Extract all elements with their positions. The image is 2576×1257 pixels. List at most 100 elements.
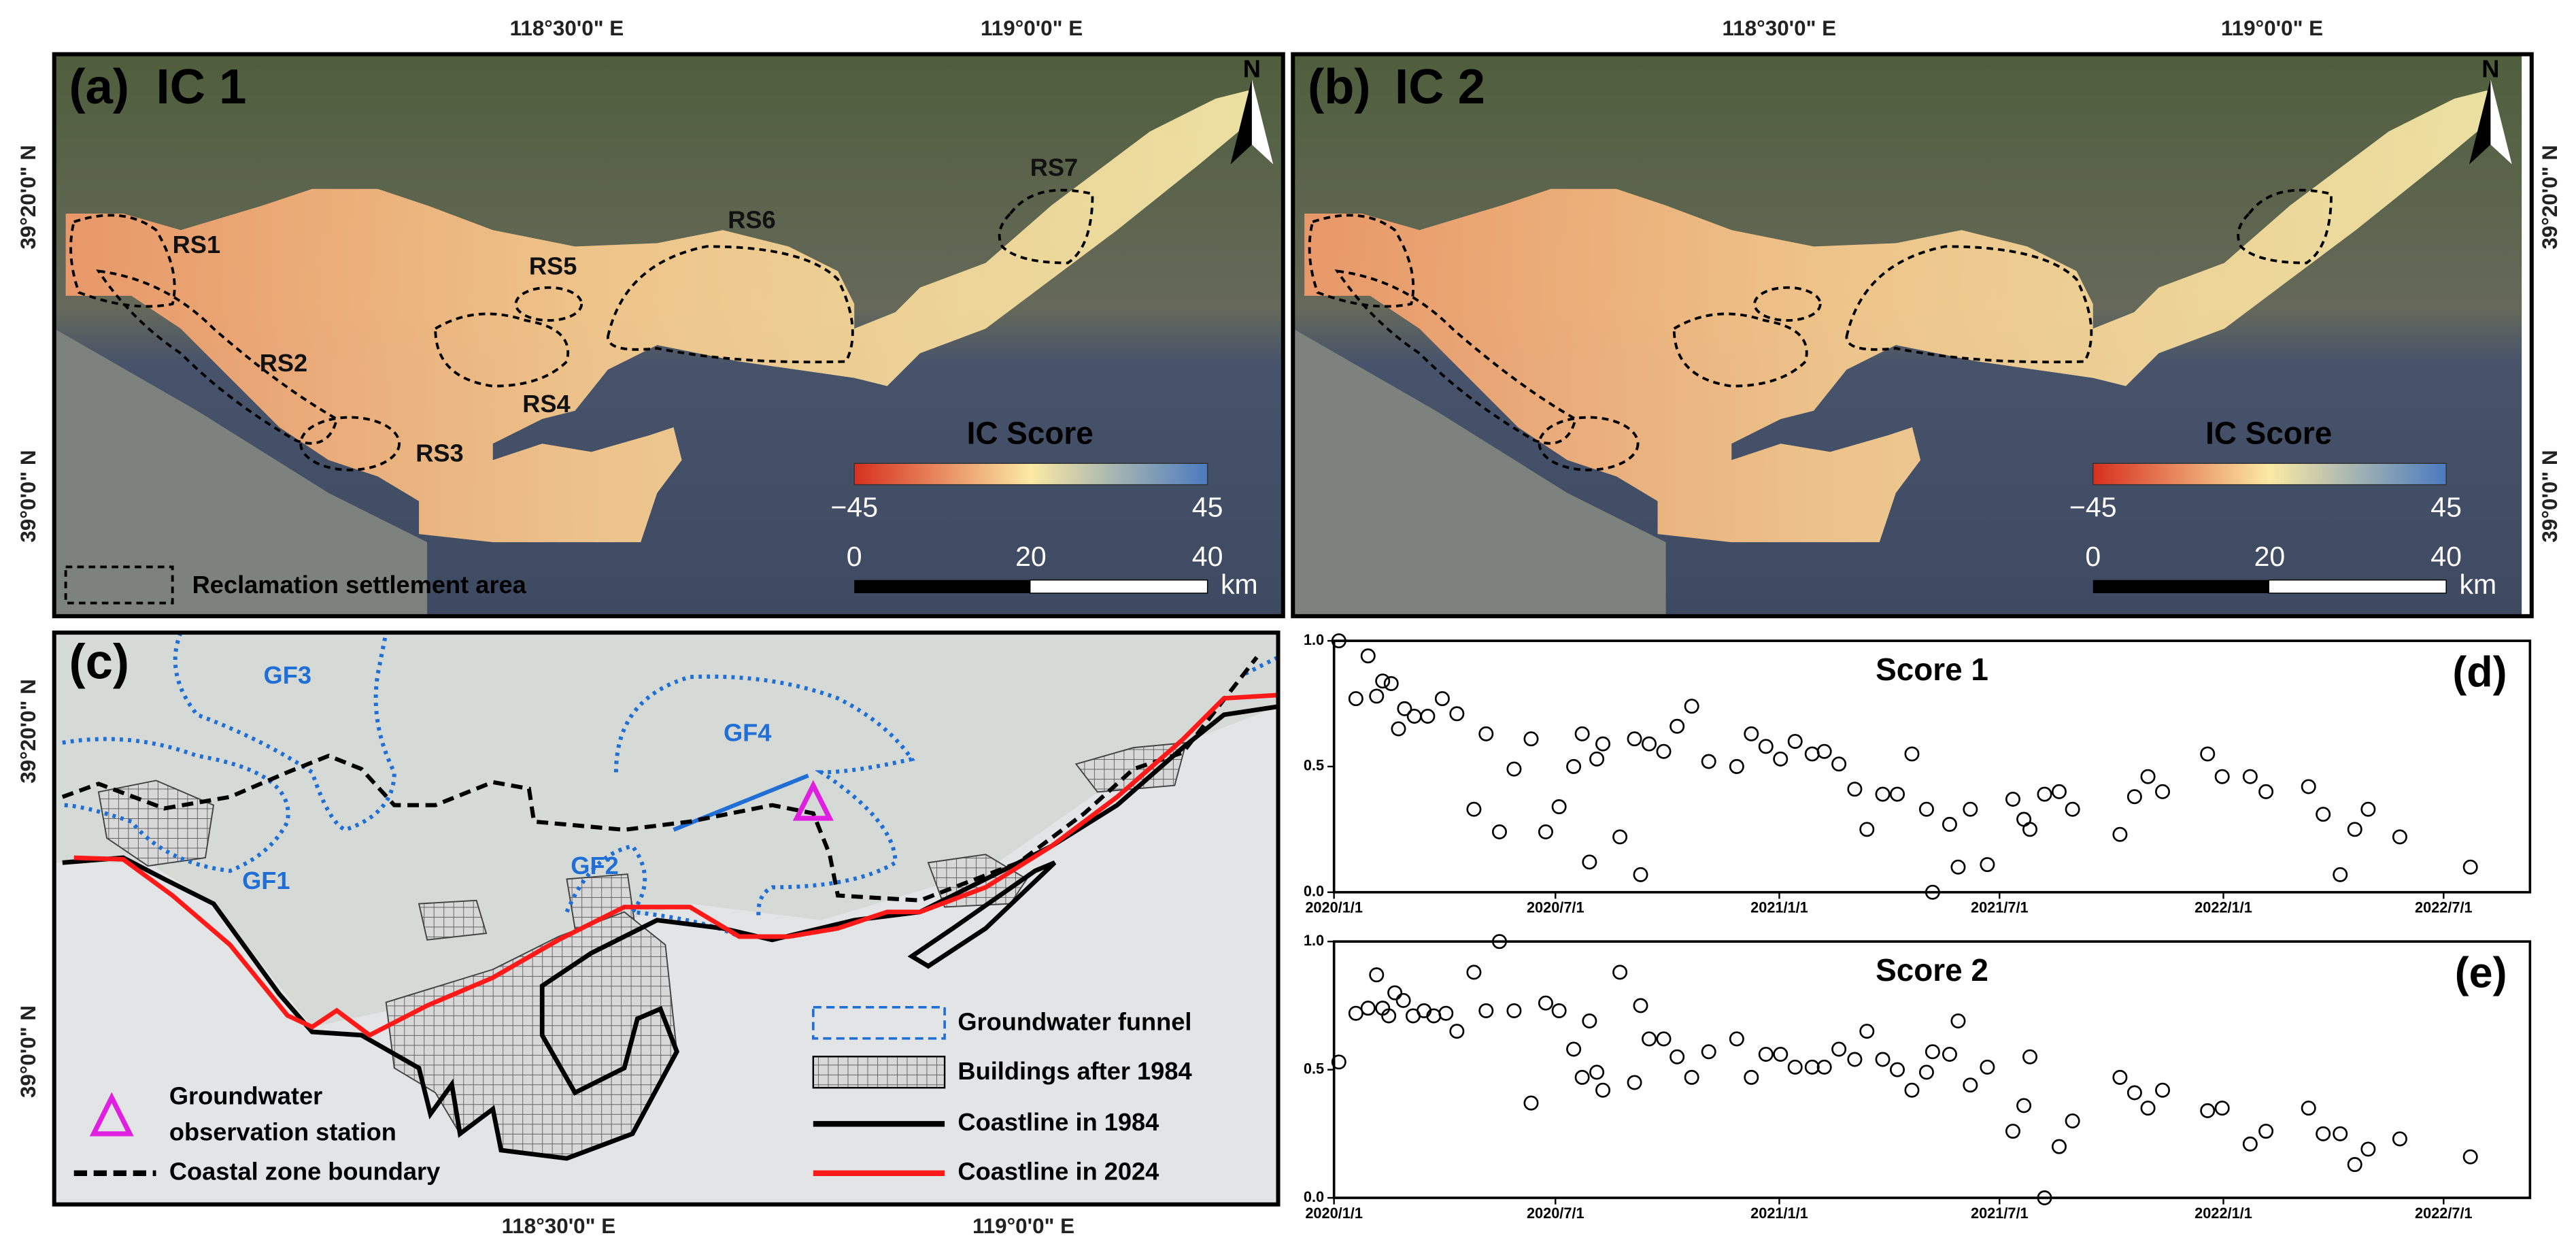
- coastline-2024: [73, 692, 1278, 1038]
- site-label: RS7: [1030, 153, 1078, 181]
- point: [1589, 751, 1605, 767]
- point: [2392, 1131, 2407, 1147]
- point: [1701, 754, 1716, 769]
- point: [1942, 816, 1957, 832]
- scale-unit: km: [1221, 569, 1258, 600]
- y-tick-label: 0.0: [1304, 1188, 1324, 1205]
- map-base: [54, 54, 1283, 616]
- point: [2316, 1126, 2331, 1141]
- colorbar-title: IC Score: [2205, 415, 2332, 450]
- north-label: N: [1243, 54, 1261, 82]
- point: [1466, 801, 1482, 817]
- scale-label: 0: [2085, 541, 2101, 572]
- point: [1859, 1024, 1875, 1039]
- legend-text: Coastline in 2024: [957, 1157, 1159, 1185]
- point: [1684, 1069, 1699, 1085]
- point: [1701, 1044, 1716, 1060]
- point: [2022, 822, 2038, 837]
- lon-label: 118°30'0" E: [502, 1214, 616, 1238]
- x-tick-label: 2022/1/1: [2194, 1205, 2252, 1222]
- point: [1466, 965, 1482, 980]
- panel-frame: [1291, 52, 2534, 618]
- scale-bar-white: [1029, 580, 1208, 594]
- point: [1574, 726, 1590, 741]
- point: [2051, 784, 2067, 799]
- point: [1551, 799, 1567, 815]
- ic-score-area: [65, 90, 1249, 543]
- point: [1383, 675, 1399, 691]
- tidal-flat: [54, 329, 428, 616]
- point: [1787, 1059, 1803, 1075]
- y-tick-label: 0.5: [1304, 1060, 1324, 1077]
- chart: 0.0 0.5 1.0 2020/1/1 2020/7/1 2021/1/1 2021/7/…: [1304, 631, 2532, 916]
- point: [1331, 633, 1346, 649]
- building-area: [418, 899, 488, 941]
- point: [2333, 867, 2348, 882]
- point: [1360, 1001, 1376, 1016]
- legend-swatch: [812, 1006, 946, 1040]
- point: [1491, 934, 1507, 950]
- point: [1627, 731, 1642, 747]
- site-label: RS4: [522, 390, 570, 418]
- site-label: RS5: [529, 252, 577, 280]
- point: [1875, 786, 1891, 802]
- point: [1551, 1003, 1567, 1018]
- point: [1478, 1003, 1494, 1018]
- point: [2316, 807, 2331, 822]
- point: [1566, 758, 1582, 774]
- point: [1963, 801, 1978, 817]
- rs5-outline: [514, 286, 583, 322]
- point: [1506, 761, 1522, 777]
- point: [2347, 822, 2362, 837]
- point: [1831, 756, 1847, 772]
- rs3-outline: [299, 416, 401, 471]
- point: [2347, 1157, 2362, 1173]
- point: [1758, 739, 1774, 754]
- chart-title: Score 2: [1876, 952, 1988, 988]
- site-label: RS6: [728, 206, 775, 234]
- point: [1574, 1069, 1590, 1085]
- point: [1538, 995, 1553, 1011]
- lat-label: 39°0'0" N: [2538, 450, 2562, 542]
- scale-bar-black: [854, 580, 1030, 594]
- point: [1950, 859, 1966, 875]
- panel-label: (c): [69, 634, 129, 689]
- legend-text: observation station: [169, 1118, 396, 1145]
- point: [1491, 824, 1507, 840]
- panel-frame: [52, 52, 1285, 618]
- point: [2051, 1139, 2067, 1154]
- point: [2462, 1149, 2478, 1164]
- coastline-1984: [62, 704, 1278, 1161]
- point: [2301, 1101, 2316, 1116]
- point: [1369, 688, 1385, 704]
- point: [1478, 726, 1494, 741]
- point: [2392, 829, 2407, 845]
- point: [1980, 1059, 1995, 1075]
- point: [1684, 699, 1699, 714]
- point: [2360, 801, 2376, 817]
- point: [1642, 1031, 1657, 1047]
- map-base-b: [1293, 54, 2522, 616]
- land-tint: [54, 633, 1278, 1027]
- point: [1670, 718, 1685, 734]
- legend-text: Coastline in 1984: [957, 1108, 1159, 1136]
- scale-label: 40: [2430, 541, 2462, 572]
- point: [2462, 859, 2478, 875]
- point: [1925, 884, 1940, 900]
- y-tick-label: 0.0: [1304, 882, 1324, 899]
- x-tick-label: 2021/7/1: [1971, 1205, 2029, 1222]
- rs4-outline: [434, 312, 569, 388]
- point: [1642, 736, 1657, 752]
- rs2-outline: [95, 269, 339, 445]
- x-tick-label: 2022/7/1: [2415, 899, 2473, 916]
- point: [1381, 1008, 1397, 1024]
- panel-title: IC 1: [156, 59, 247, 114]
- scale-label: 40: [1192, 541, 1223, 572]
- funnel-outline: [1244, 655, 1278, 676]
- point: [1449, 1024, 1465, 1039]
- funnel-outline: [564, 843, 741, 939]
- lon-label: 118°30'0" E: [510, 16, 624, 40]
- point: [1420, 709, 1436, 724]
- point: [2301, 779, 2316, 794]
